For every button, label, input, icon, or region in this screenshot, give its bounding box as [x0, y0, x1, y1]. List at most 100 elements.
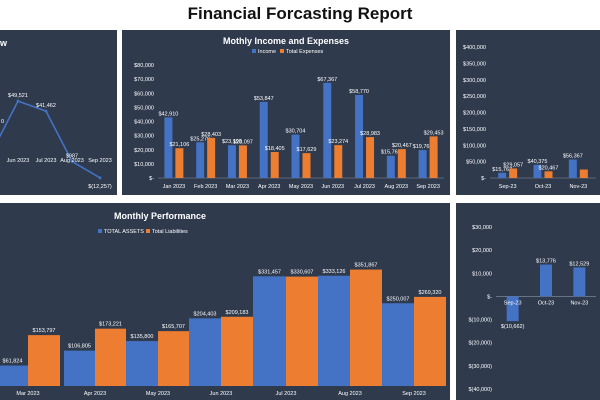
monthly-performance-data-label: $331,457	[258, 269, 281, 275]
net-data-label: $13,776	[536, 259, 556, 265]
net-y-tick: $(40,000)	[468, 387, 492, 393]
net-y-tick: $(20,000)	[468, 341, 492, 347]
quarterly-chart: $- $50,000 $100,000 $150,000 $200,000 $250,00…	[463, 45, 596, 190]
income-expenses-y-tick: $60,000	[134, 91, 154, 97]
legend-label-liabilities: Total Liabilities	[152, 229, 188, 235]
monthly-performance-x-label: Mar 2023	[16, 391, 39, 397]
legend-swatch-expenses	[280, 49, 284, 53]
net-y-tick: $10,000	[472, 271, 492, 277]
monthly-performance-data-label: $250,007	[387, 296, 410, 302]
income-expenses-bar	[397, 149, 406, 178]
monthly-performance-data-label: $209,183	[226, 310, 249, 316]
quarterly-bar	[498, 172, 507, 178]
net-y-tick: $-	[487, 294, 492, 300]
quarterly-bar	[579, 169, 588, 178]
quarterly-y-tick: $300,000	[463, 78, 486, 84]
monthly-performance-data-label: $135,800	[131, 334, 154, 340]
monthly-performance-x-label: May 2023	[146, 391, 170, 397]
monthly-performance-x-label: Sep 2023	[402, 391, 426, 397]
quarterly-y-tick: $150,000	[463, 127, 486, 133]
report-title: Financial Forcasting Report	[187, 4, 413, 23]
income-expenses-data-label: $23,198	[222, 139, 242, 145]
quarterly-x-label: Sep-23	[499, 184, 517, 190]
monthly-performance-bar	[350, 269, 382, 386]
income-expenses-x-label: May 2023	[289, 184, 313, 190]
income-expenses-bar	[418, 150, 427, 178]
income-expenses-y-tick: $10,000	[134, 162, 154, 168]
income-expenses-x-label: Sep 2023	[416, 184, 440, 190]
quarterly-y-tick: $350,000	[463, 61, 486, 67]
income-expenses-y-tick: $70,000	[134, 77, 154, 83]
income-expenses-bar	[366, 137, 375, 178]
income-expenses-x-label: Jul 2023	[354, 184, 375, 190]
cashflow-point	[98, 176, 102, 180]
income-expenses-data-label: $25,270	[190, 136, 210, 142]
quarterly-y-tick: $100,000	[463, 143, 486, 149]
quarterly-data-label: $20,467	[539, 165, 559, 171]
income-expenses-data-label: $42,910	[158, 111, 178, 117]
income-expenses-y-tick: $80,000	[134, 63, 154, 69]
income-expenses-data-label: $19,767	[413, 144, 433, 150]
quarterly-y-tick: $50,000	[466, 160, 486, 166]
quarterly-bar	[509, 168, 518, 178]
income-expenses-data-label: $15,767	[381, 150, 401, 156]
income-expenses-y-tick: $50,000	[134, 105, 154, 111]
income-expenses-bar	[207, 137, 216, 178]
monthly-performance-data-label: $269,320	[419, 290, 442, 296]
income-expenses-data-label: $17,629	[297, 147, 317, 153]
income-expenses-panel: Mothly Income and Expenses Income Total E…	[122, 30, 450, 195]
monthly-performance-bar	[158, 331, 189, 386]
cashflow-x-label: Jun 2023	[7, 158, 30, 164]
monthly-performance-data-label: $333,126	[323, 269, 346, 275]
cashflow-data-label: 0	[1, 119, 4, 125]
income-expenses-bar	[302, 153, 311, 178]
net-x-label: Oct-23	[538, 300, 555, 306]
income-expenses-data-label: $53,847	[254, 96, 274, 102]
net-chart: $(40,000) $(30,000) $(20,000) $(10,000) $- $1…	[468, 225, 596, 393]
legend-swatch-assets	[98, 229, 102, 233]
cashflow-line-chart: $49,521 $41,462 $987 $(12,257) 0 Jun 2023 Jul …	[0, 93, 112, 190]
legend-label-income: Income	[258, 49, 276, 55]
income-expenses-y-tick: $30,000	[134, 134, 154, 140]
cashflow-line	[0, 100, 101, 179]
income-expenses-bar	[259, 101, 268, 178]
income-expenses-x-label: Apr 2023	[258, 184, 280, 190]
legend-label-expenses: Total Expenses	[286, 49, 324, 55]
monthly-performance-x-label: Jun 2023	[210, 391, 233, 397]
cashflow-x-label: Aug 2023	[60, 158, 84, 164]
net-bar	[506, 296, 519, 322]
income-expenses-bar	[429, 136, 438, 178]
income-expenses-bar	[323, 82, 332, 178]
income-expenses-y-tick: $40,000	[134, 120, 154, 126]
quarterly-bar	[544, 171, 553, 178]
net-y-tick: $(30,000)	[468, 364, 492, 370]
quarterly-x-label: Oct-23	[535, 184, 552, 190]
panel-title-fragment: w	[0, 38, 8, 48]
income-expenses-bar	[164, 117, 173, 178]
monthly-performance-data-label: $330,607	[291, 270, 314, 276]
quarterly-y-tick: $250,000	[463, 94, 486, 100]
quarterly-data-label: $40,375	[528, 159, 548, 165]
income-expenses-title: Mothly Income and Expenses	[222, 36, 350, 46]
quarterly-data-label: $15,767	[492, 167, 512, 173]
net-y-tick: $30,000	[472, 225, 492, 231]
cashflow-data-label: $41,462	[36, 103, 56, 109]
net-y-tick: $(10,000)	[468, 318, 492, 324]
quarterly-x-label: Nov-23	[569, 184, 587, 190]
cashflow-point	[70, 159, 74, 163]
income-expenses-data-label: $30,704	[286, 129, 306, 135]
income-expenses-bar	[334, 145, 343, 178]
quarterly-bar	[533, 164, 542, 178]
monthly-performance-bar	[0, 365, 28, 386]
income-expenses-x-label: Aug 2023	[385, 184, 409, 190]
income-expenses-x-label: Feb 2023	[194, 184, 217, 190]
net-data-label: $(10,662)	[501, 324, 525, 330]
cashflow-x-label: Sep 2023	[88, 158, 112, 164]
income-expenses-data-label: $28,403	[201, 132, 221, 138]
legend-label-assets: TOTAL ASSETS	[104, 229, 144, 235]
monthly-performance-data-label: $153,797	[33, 328, 56, 334]
monthly-performance-data-label: $204,403	[194, 311, 217, 317]
legend-swatch-income	[252, 49, 256, 53]
monthly-performance-data-label: $61,824	[3, 359, 23, 365]
monthly-performance-chart: TOTAL ASSETS Total Liabilities $61,824 $153…	[0, 229, 446, 397]
